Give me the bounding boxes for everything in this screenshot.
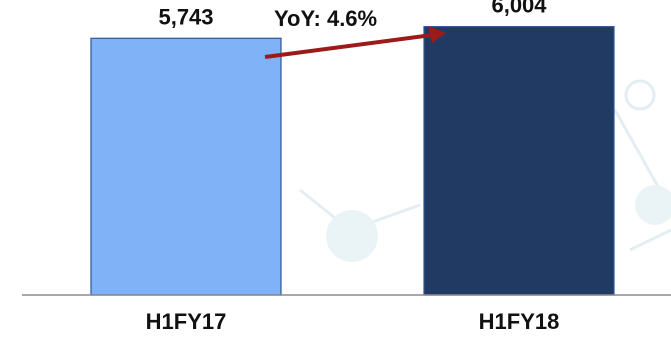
yoy-annotation: YoY: 4.6% [264,6,446,59]
yoy-arrow [264,33,433,59]
labels-layer: 5,743 H1FY17 6,004 H1FY18 [146,0,560,334]
bar-h1fy17 [90,37,282,296]
bar-value-label: 5,743 [158,4,213,29]
x-tick-label: H1FY18 [479,309,560,334]
bars-layer [90,26,615,296]
bar-value-label: 6,004 [491,0,547,18]
x-tick-label: H1FY17 [146,309,227,334]
background-decoration [299,79,671,262]
bar-h1fy18 [423,26,615,296]
yoy-label: YoY: 4.6% [274,6,377,31]
yoy-arrowhead [428,26,446,43]
